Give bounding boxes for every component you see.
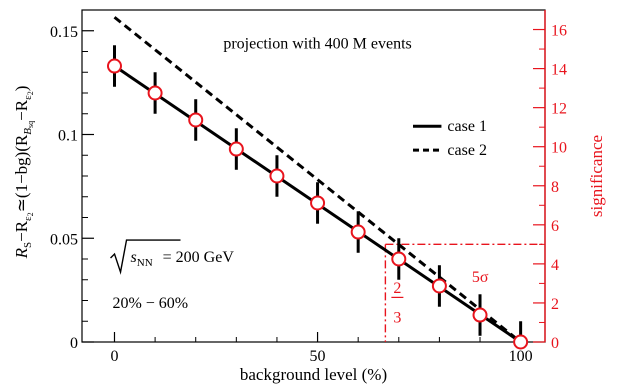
y2-tick-label: 4 (551, 257, 559, 274)
threshold-5sigma-label: 5σ (472, 269, 489, 286)
series-case2-line (113, 16, 522, 344)
marker-case1-point (106, 58, 122, 74)
ylabel-part: −R (12, 220, 31, 242)
ylabel-subsub: 2 (26, 91, 35, 95)
marker-case1-point (188, 112, 204, 128)
y2-tick-label: 10 (551, 140, 567, 157)
ylabel-subsub: 2 (26, 212, 35, 216)
marker-case1-point (147, 85, 163, 101)
energy-value: = 200 GeV (159, 249, 235, 266)
ylabel-subsub: sq (26, 121, 35, 128)
y2-axis-label: significance (587, 135, 606, 217)
energy-symbol: s (131, 249, 137, 266)
y2-tick-label: 8 (551, 179, 559, 196)
threshold-fraction-denominator: 3 (393, 309, 401, 326)
marker-case1-point (391, 251, 407, 267)
y-axis-label: RS−Rε2≃(1−bg)(RBsq−Rε2) (12, 86, 35, 260)
y-tick-label: 0.1 (58, 128, 78, 145)
marker-case1-point (472, 307, 488, 323)
x-tick-label: 0 (110, 348, 118, 365)
energy-subscript: NN (137, 257, 153, 269)
x-axis-label: background level (%) (240, 365, 387, 384)
y2-tick-label: 14 (551, 62, 567, 79)
y-tick-label: 0 (70, 335, 78, 352)
sqrt-radical-sign (110, 239, 181, 275)
y-tick-label: 0.15 (50, 24, 78, 41)
marker-case1-point (269, 168, 285, 184)
ylabel-sub: S (22, 242, 34, 248)
marker-case1-point (228, 141, 244, 157)
chart-title: projection with 400 M events (223, 35, 411, 52)
y-axis-label-group: RS−Rε2≃(1−bg)(RBsq−Rε2) (12, 86, 35, 260)
marker-case1-point (310, 195, 326, 211)
y2-tick-label: 16 (551, 23, 567, 40)
ylabel-sub: ε (22, 95, 34, 100)
marker-case1-point (431, 278, 447, 294)
y2-tick-label: 0 (551, 335, 559, 352)
y2-tick-label: 2 (551, 296, 559, 313)
legend-case1-label: case 1 (447, 118, 487, 135)
x-tick-label: 100 (509, 348, 533, 365)
y2-tick-label: 12 (551, 101, 567, 118)
ylabel-part: R (12, 247, 31, 259)
y2-axis-label-group: significance (587, 135, 606, 217)
ylabel-part: −R (12, 99, 31, 121)
ylabel-sub: B (22, 128, 34, 135)
y-tick-label: 0.05 (50, 231, 78, 248)
x-tick-label: 50 (310, 348, 326, 365)
marker-case1-point (513, 334, 529, 350)
plot-area: 0 50 100 0 0.05 0.1 0.15 0 2 4 6 8 10 12 14 16 5σ 2 3 proje… (12, 9, 606, 384)
ylabel-sub: ε (22, 216, 34, 221)
energy-annotation: sNN = 200 GeV (131, 249, 235, 269)
threshold-fraction-numerator: 2 (393, 280, 401, 297)
ylabel-part: ) (12, 86, 31, 92)
y2-tick-label: 6 (551, 218, 559, 235)
centrality-annotation: 20% − 60% (112, 295, 188, 312)
marker-case1-point (350, 224, 366, 240)
ylabel-part: ≃(1−bg)(R (12, 134, 31, 212)
legend-case2-label: case 2 (447, 142, 487, 159)
